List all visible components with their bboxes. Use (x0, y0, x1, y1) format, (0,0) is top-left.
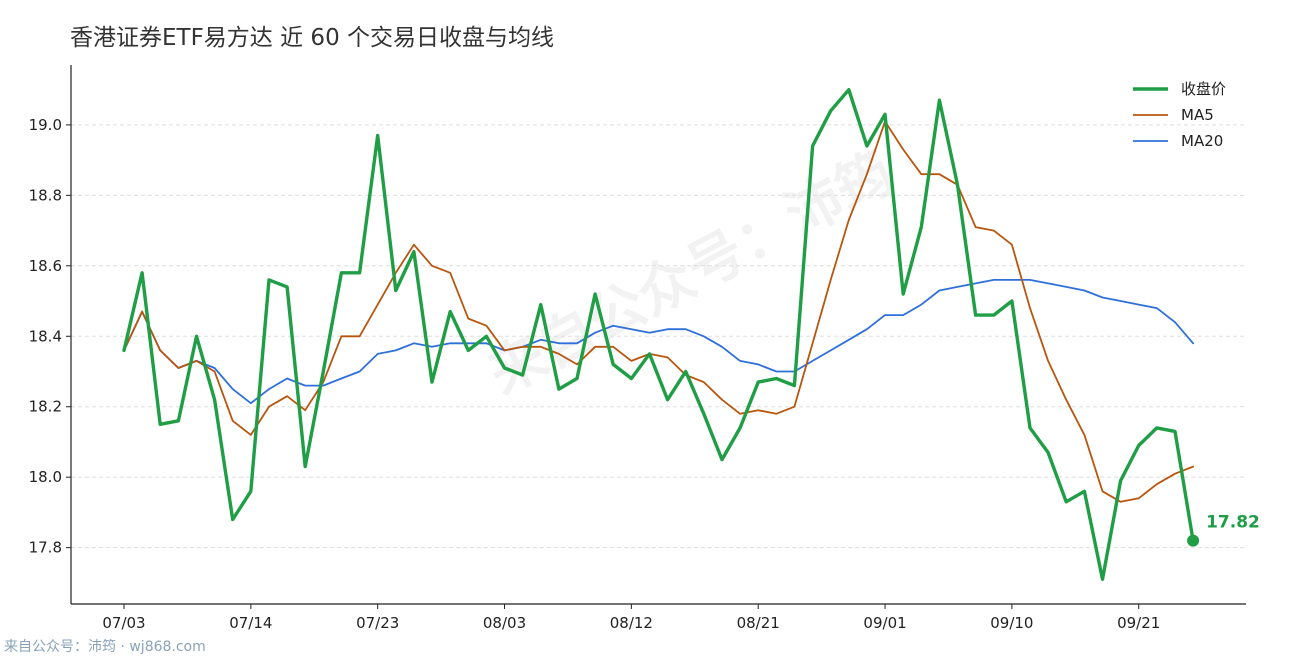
x-tick-label: 07/03 (102, 614, 145, 632)
y-tick-label: 18.6 (29, 257, 62, 275)
y-tick-label: 18.2 (29, 398, 62, 416)
legend: 收盘价 MA5 MA20 (1133, 80, 1226, 150)
x-tick-label: 09/01 (863, 614, 906, 632)
x-tick-label: 07/23 (356, 614, 399, 632)
y-axis-ticks: 17.8 18.0 18.2 18.4 18.6 18.8 19.0 (29, 116, 71, 557)
axes (70, 65, 1246, 605)
series-lines (122, 87, 1195, 581)
last-point-annotation: 17.82 (1187, 513, 1260, 547)
series-line-1 (123, 120, 1194, 503)
last-point-marker (1187, 534, 1200, 547)
watermark-text: 来自公众号：沛筠 (478, 140, 904, 408)
legend-label: 收盘价 (1181, 80, 1226, 98)
y-tick-label: 17.8 (29, 539, 62, 557)
y-tick-label: 18.8 (29, 186, 62, 204)
x-tick-label: 09/21 (1117, 614, 1160, 632)
x-tick-label: 07/14 (229, 614, 272, 632)
x-tick-label: 08/03 (483, 614, 526, 632)
x-tick-label: 09/10 (990, 614, 1033, 632)
y-tick-label: 19.0 (29, 116, 62, 134)
last-value-label: 17.82 (1206, 513, 1260, 533)
grid-lines (71, 124, 1246, 549)
legend-label: MA20 (1181, 132, 1223, 150)
y-tick-label: 18.4 (29, 327, 62, 345)
y-tick-label: 18.0 (29, 468, 62, 486)
legend-label: MA5 (1181, 106, 1214, 124)
series-line-2 (123, 278, 1194, 405)
chart-title: 香港证券ETF易方达 近 60 个交易日收盘与均线 (70, 25, 554, 51)
series-line-0 (122, 87, 1195, 581)
x-axis-ticks: 07/03 07/14 07/23 08/03 08/12 08/21 09/01 09/10… (102, 604, 1160, 632)
footer-source: 来自公众号：沛筠 · wj868.com (4, 639, 206, 655)
x-tick-label: 08/12 (610, 614, 653, 632)
x-tick-label: 08/21 (737, 614, 780, 632)
